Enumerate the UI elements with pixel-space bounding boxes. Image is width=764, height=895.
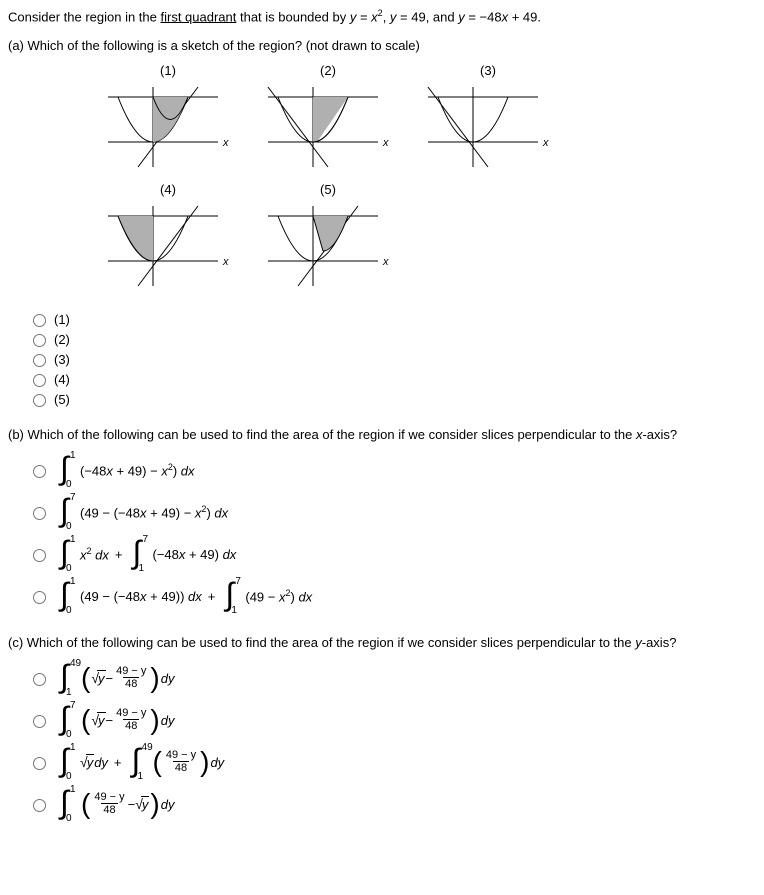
radio-a-4[interactable] (33, 374, 46, 387)
integral-b-3: ∫10 x2 dx + ∫71 (−48x + 49) dx (56, 536, 236, 572)
radio-c-2[interactable] (33, 715, 46, 728)
svg-text:x: x (382, 137, 389, 149)
svg-text:x: x (222, 256, 229, 268)
part-c-label: (c) Which of the following can be used t… (8, 635, 756, 650)
radio-b-4[interactable] (33, 591, 46, 604)
radio-a-3[interactable] (33, 354, 46, 367)
integral-c-1: ∫491 ( √y − 49 − y48 ) dy (56, 660, 174, 696)
integral-c-3: ∫10 √y dy + ∫491 ( 49 − y48 ) dy (56, 744, 224, 780)
part-b-label: (b) Which of the following can be used t… (8, 427, 756, 442)
radio-b-1[interactable] (33, 465, 46, 478)
sketch-label-4: (4) (88, 182, 248, 197)
sketch-label-3: (3) (408, 63, 568, 78)
svg-text:x: x (222, 137, 229, 149)
integral-c-2: ∫70 ( √y − 49 − y48 ) dy (56, 702, 174, 738)
radio-a-5[interactable] (33, 394, 46, 407)
part-a-label: (a) Which of the following is a sketch o… (8, 38, 756, 53)
radio-b-3[interactable] (33, 549, 46, 562)
sketch-4: x (103, 201, 233, 291)
sketch-grid: (1) x (2) x (88, 63, 756, 291)
integral-b-1: ∫10 (−48x + 49) − x2) dx (56, 452, 195, 488)
integral-b-4: ∫10 (49 − (−48x + 49)) dx + ∫71 (49 − x2… (56, 578, 312, 614)
radio-a-3-label: (3) (54, 352, 70, 367)
integral-c-4: ∫10 ( 49 − y48 − √y ) dy (56, 786, 174, 822)
radio-c-3[interactable] (33, 757, 46, 770)
sketch-5: x (263, 201, 393, 291)
radio-a-5-label: (5) (54, 392, 70, 407)
sketch-2: x (263, 82, 393, 172)
radio-c-4[interactable] (33, 799, 46, 812)
sketch-label-2: (2) (248, 63, 408, 78)
sketch-1: x (103, 82, 233, 172)
part-b-options: ∫10 (−48x + 49) − x2) dx ∫70 (49 − (−48x… (28, 452, 756, 614)
sketch-3: x (423, 82, 553, 172)
integral-b-2: ∫70 (49 − (−48x + 49) − x2) dx (56, 494, 228, 530)
part-c-options: ∫491 ( √y − 49 − y48 ) dy ∫70 ( √y − 49 … (28, 660, 756, 822)
radio-a-2-label: (2) (54, 332, 70, 347)
radio-c-1[interactable] (33, 673, 46, 686)
svg-text:x: x (542, 137, 549, 149)
svg-text:x: x (382, 256, 389, 268)
sketch-label-1: (1) (88, 63, 248, 78)
radio-a-1-label: (1) (54, 312, 70, 327)
radio-a-2[interactable] (33, 334, 46, 347)
intro-text: Consider the region in the first quadran… (8, 8, 756, 24)
part-a-options: (1) (2) (3) (4) (5) (28, 311, 756, 407)
radio-a-1[interactable] (33, 314, 46, 327)
radio-b-2[interactable] (33, 507, 46, 520)
sketch-label-5: (5) (248, 182, 408, 197)
radio-a-4-label: (4) (54, 372, 70, 387)
